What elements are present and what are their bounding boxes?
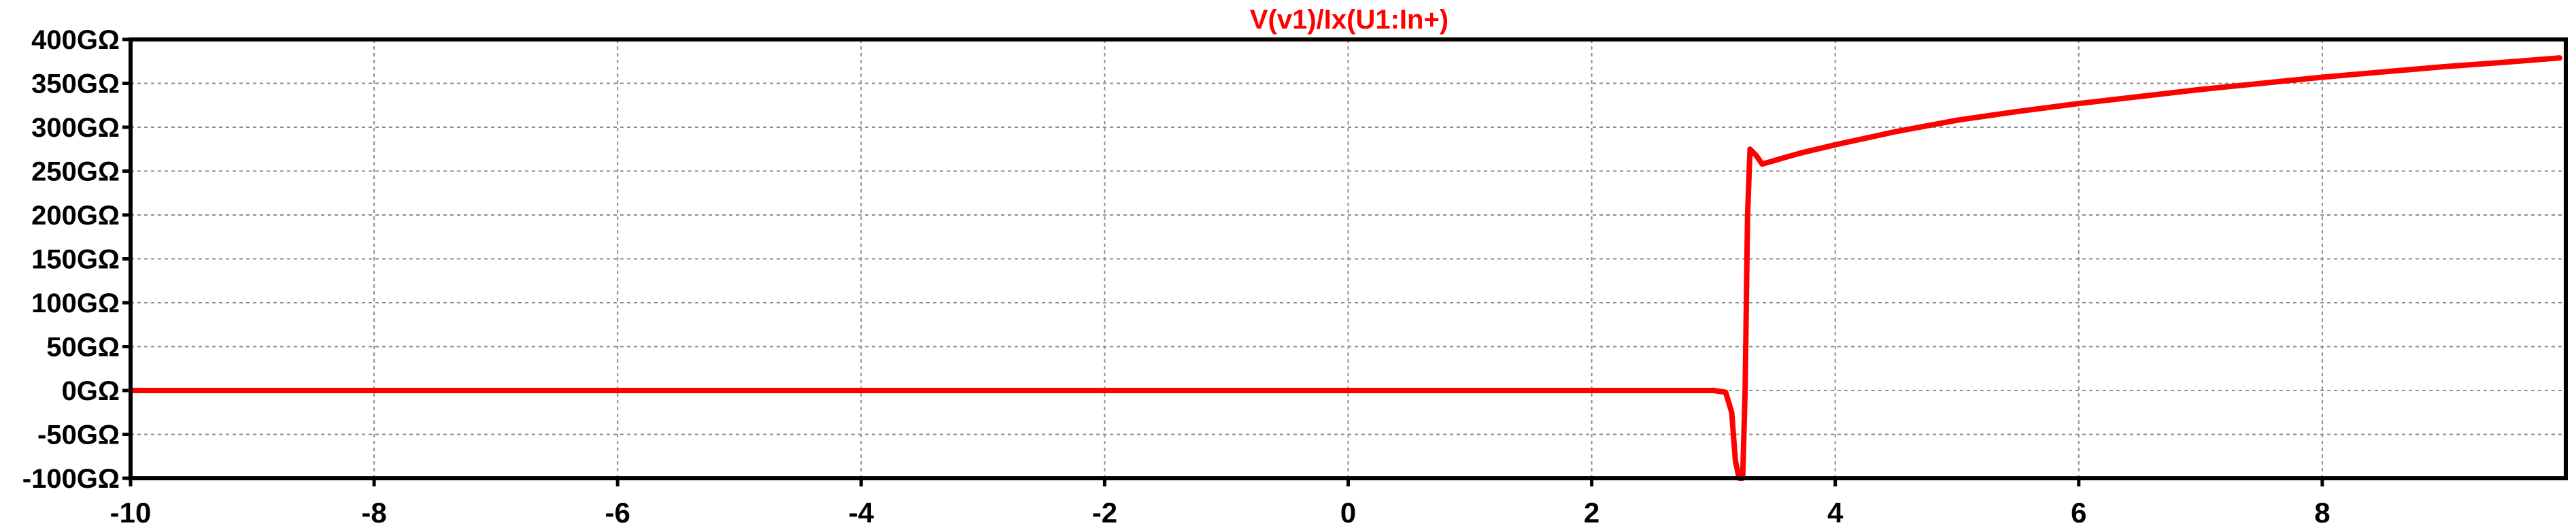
- x-tick-label: -10: [110, 497, 152, 529]
- x-axis: -10 -8 -6 -4 -2 0 2 4 6 8: [110, 478, 2331, 529]
- y-tick-label: 100GΩ: [31, 288, 120, 318]
- y-tick-label: 50GΩ: [46, 333, 120, 363]
- grid: [131, 39, 2566, 478]
- x-tick-label: -2: [1092, 497, 1117, 529]
- y-tick-label: 150GΩ: [31, 245, 120, 275]
- x-tick-label: 0: [1340, 497, 1356, 529]
- x-tick-label: -8: [361, 497, 386, 529]
- x-tick-label: 6: [2071, 497, 2086, 529]
- x-tick-label: 4: [1827, 497, 1844, 529]
- y-tick-label: 300GΩ: [31, 113, 120, 143]
- chart-title: V(v1)/Ix(U1:In+): [1250, 5, 1448, 35]
- x-tick-label: -4: [849, 497, 875, 529]
- x-tick-label: -6: [605, 497, 630, 529]
- series-group: [128, 55, 2562, 481]
- y-tick-label: 200GΩ: [31, 201, 120, 231]
- y-axis: 400GΩ 350GΩ 300GΩ 250GΩ 200GΩ 150GΩ 100GΩ 50GΩ 0…: [22, 25, 131, 494]
- x-tick-label: 8: [2314, 497, 2330, 529]
- y-tick-label: 250GΩ: [31, 157, 120, 187]
- x-tick-label: 2: [1584, 497, 1599, 529]
- y-tick-label: 350GΩ: [31, 69, 120, 99]
- y-tick-label: 0GΩ: [62, 376, 120, 406]
- y-tick-label: 400GΩ: [31, 25, 120, 55]
- series-line-0: [128, 55, 2562, 481]
- y-tick-label: -100GΩ: [22, 464, 120, 494]
- y-tick-label: -50GΩ: [37, 420, 120, 450]
- plot-frame: [129, 37, 2568, 480]
